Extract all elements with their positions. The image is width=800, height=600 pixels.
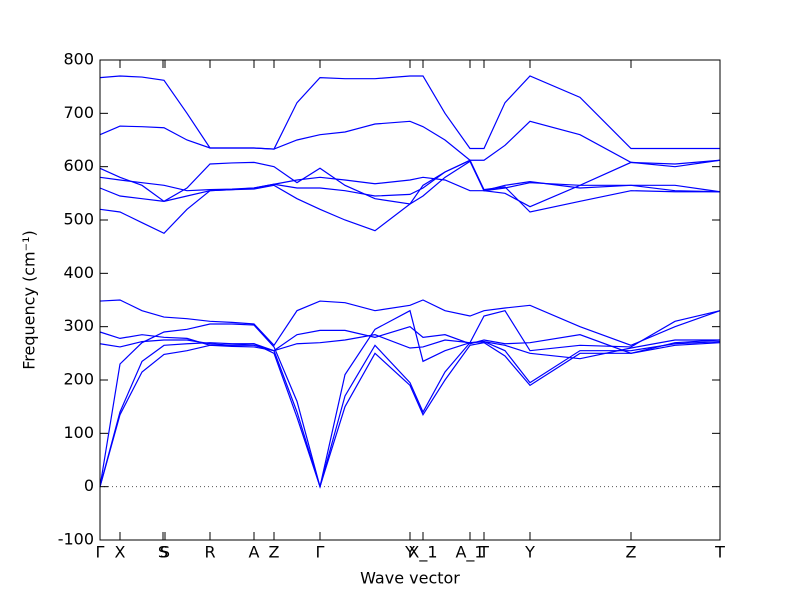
band-line — [99, 340, 721, 489]
x-tick-label: Γ — [316, 543, 325, 562]
y-tick-label: 300 — [63, 316, 94, 335]
x-tick-label: S — [158, 543, 168, 562]
x-tick-label: S — [160, 543, 170, 562]
y-tick-label: 0 — [84, 476, 94, 495]
x-tick-label: T — [478, 543, 489, 562]
band-line — [99, 326, 721, 354]
x-tick-label: R — [204, 543, 215, 562]
x-tick-label: X_1 — [408, 543, 437, 563]
band-line — [99, 299, 721, 347]
x-tick-label: Y — [404, 543, 415, 562]
y-tick-label: 200 — [63, 370, 94, 389]
x-tick-label: Z — [626, 543, 637, 562]
x-tick-label: T — [714, 543, 725, 562]
x-tick-label: X — [115, 543, 126, 562]
y-tick-label: 400 — [63, 263, 94, 282]
y-tick-label: 500 — [63, 210, 94, 229]
x-axis-label: Wave vector — [360, 569, 460, 588]
band-line — [99, 159, 721, 205]
y-tick-label: -100 — [58, 530, 94, 549]
y-tick-label: 700 — [63, 103, 94, 122]
x-tick-label: Z — [269, 543, 280, 562]
x-tick-label: Γ — [96, 543, 105, 562]
band-line — [99, 159, 720, 213]
band-line — [99, 75, 720, 150]
x-tick-label: A_1 — [455, 543, 484, 563]
y-tick-label: 800 — [63, 50, 94, 69]
y-axis-label: Frequency (cm⁻¹) — [20, 230, 39, 369]
x-tick-label: A — [249, 543, 260, 562]
band-line — [99, 120, 721, 168]
band-line — [99, 160, 721, 235]
band-line — [99, 334, 720, 360]
band-line — [99, 309, 721, 487]
x-tick-label: Y — [524, 543, 535, 562]
y-tick-label: 100 — [63, 423, 94, 442]
y-tick-label: 600 — [63, 156, 94, 175]
band-line — [99, 342, 721, 489]
